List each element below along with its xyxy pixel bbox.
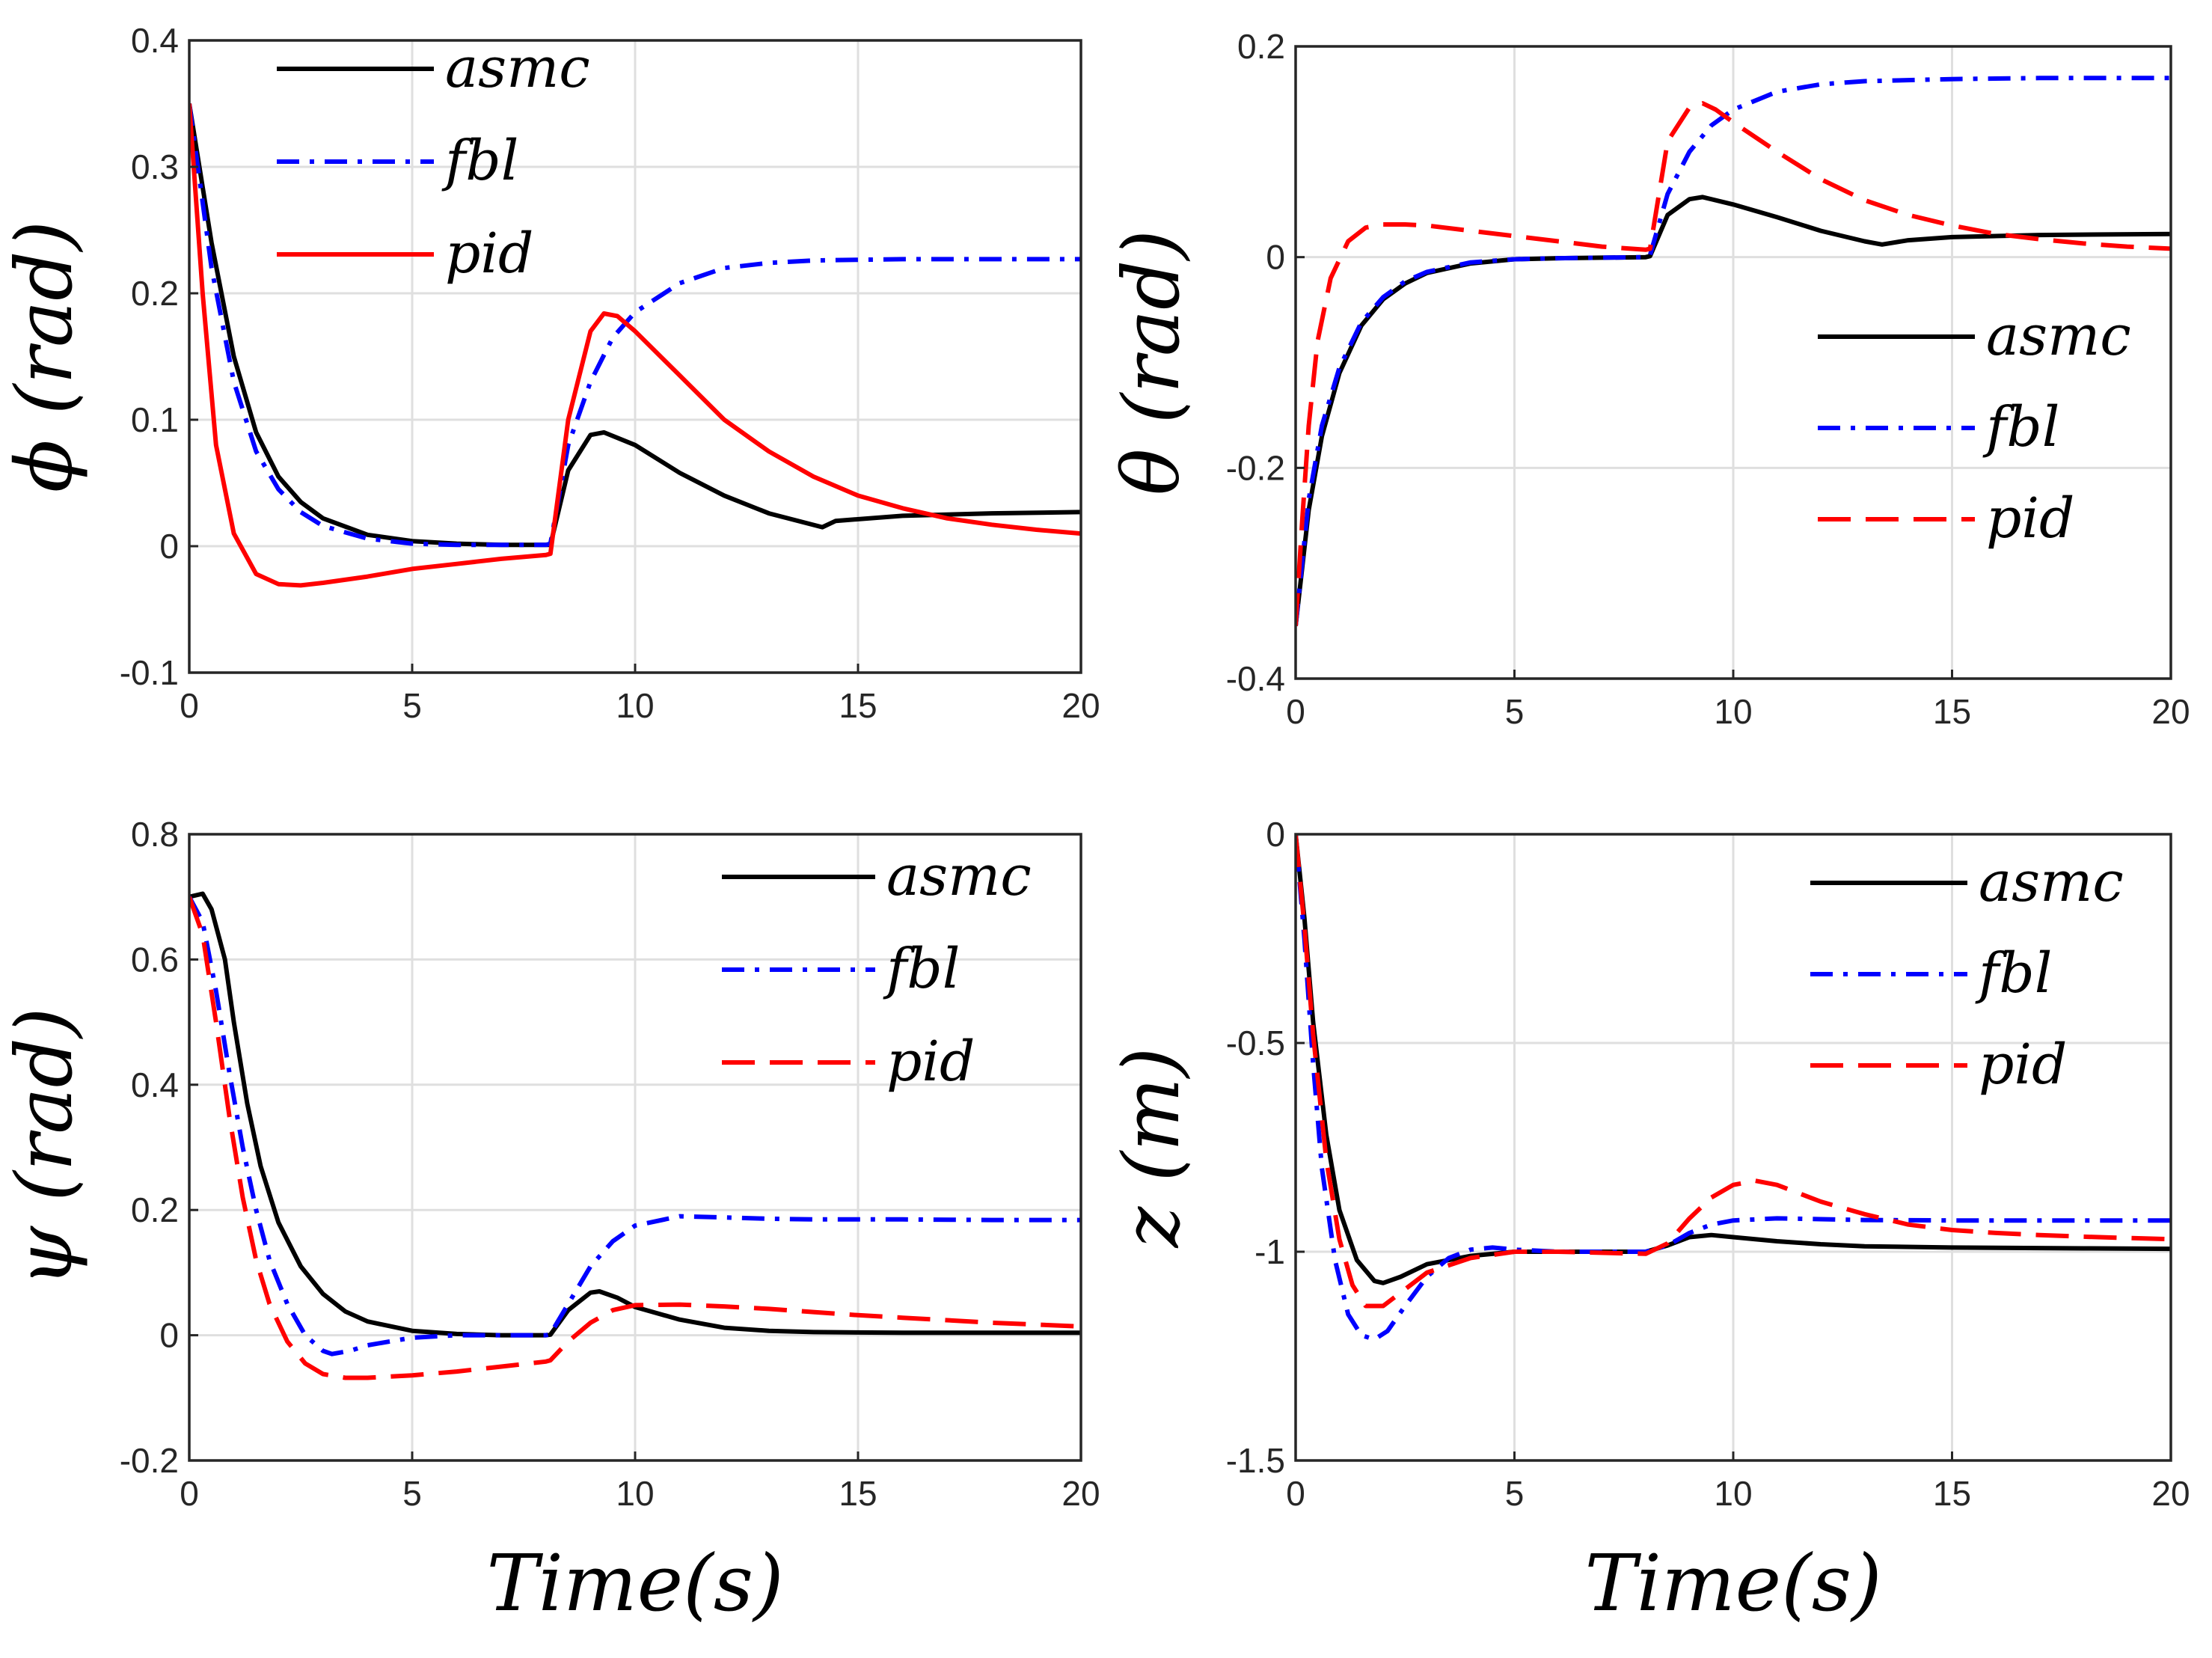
x-tick-label: 5 [402,686,422,725]
series-line-pid [1296,101,2171,626]
x-tick-label: 15 [839,1474,877,1513]
y-tick-label: -1.5 [1226,1441,1285,1480]
x-tick-label: 20 [2151,1474,2190,1513]
x-tick-label: 20 [1061,1474,1100,1513]
legend-label-pid: pid [1979,1033,2067,1097]
x-tick-label: 0 [1286,1474,1305,1513]
chart-panel-theta: 0 5 10 15 20 -0.4 -0.2 0 0.2 θ (rad) asmc fbl pid [1106,27,2190,731]
y-tick-label: 0.6 [131,940,179,979]
series-group [189,103,1081,588]
x-tick-label: 10 [1714,1474,1752,1513]
y-tick-label: -1 [1254,1232,1285,1271]
x-tick-label: 15 [1933,1474,1971,1513]
x-tick-label: 10 [616,686,654,725]
legend-label-fbl: fbl [441,129,518,193]
legend: asmc fbl pid [1818,304,2131,551]
y-tick-label: -0.4 [1226,659,1285,698]
x-tick-label: 15 [839,686,877,725]
legend-label-pid: pid [886,1030,975,1094]
y-axis-label: θ (rad) [1106,230,1197,495]
y-tick-label: 0.4 [131,21,179,60]
legend-label-pid: pid [445,221,533,286]
y-tick-label: 0 [159,1316,179,1355]
y-tick-label: -0.5 [1226,1024,1285,1062]
y-tick-label: -0.1 [120,653,179,692]
x-tick-label: 5 [402,1474,422,1513]
series-line-fbl [1296,76,2171,626]
legend-label-fbl: fbl [1975,941,2052,1006]
series-line-asmc [1296,195,2171,626]
y-tick-label: -0.2 [1226,448,1285,487]
y-tick-label: 0.2 [131,274,179,313]
series-line-pid [1296,834,2171,1309]
legend: asmc fbl pid [277,36,590,286]
series-group [1296,834,2171,1342]
x-tick-label: 10 [1714,692,1752,731]
series-line-pid [189,896,1081,1380]
legend-label-asmc: asmc [1979,850,2124,914]
x-axis-label: Time(s) [1584,1538,1881,1629]
legend-label-fbl: fbl [1982,395,2059,459]
series-group [1296,76,2171,626]
y-axis-label: z (m) [1106,1047,1197,1249]
x-tick-label: 10 [616,1474,654,1513]
x-axis-label: Time(s) [486,1538,783,1629]
series-group [189,891,1081,1380]
y-tick-label: 0.4 [131,1065,179,1104]
y-tick-label: -0.2 [120,1441,179,1480]
y-axis-label: ψ (rad) [0,1007,90,1287]
x-tick-label: 5 [1505,692,1525,731]
legend-label-pid: pid [1986,486,2074,551]
series-line-asmc [189,891,1081,1338]
y-tick-label: 0 [1266,238,1285,277]
y-tick-label: 0.8 [131,815,179,854]
series-line-fbl [1296,834,2171,1342]
y-tick-label: 0.2 [131,1190,179,1229]
x-tick-label: 0 [180,1474,199,1513]
x-tick-label: 15 [1933,692,1971,731]
x-tick-label: 0 [180,686,199,725]
chart-panel-phi: 0 5 10 15 20-0.100.10.20.30.4ϕ (rad)asmcfblp… [0,21,1100,725]
y-tick-label: 0.1 [131,400,179,439]
chart-panel-z: 0 5 10 15 20 -1.5 -1 -0.5 0 z (m) Time(s) asmc fbl pi… [1106,815,2190,1629]
y-tick-label: 0.2 [1237,27,1285,66]
x-tick-label: 20 [2151,692,2190,731]
x-tick-label: 0 [1286,692,1305,731]
legend: asmc fbl pid [722,844,1032,1094]
series-line-pid [189,103,1081,588]
legend-label-asmc: asmc [1986,304,2131,368]
y-axis-label: ϕ (rad) [0,221,90,492]
series-line-fbl [189,896,1081,1356]
y-tick-label: 0.3 [131,147,179,186]
legend-label-asmc: asmc [886,844,1032,908]
legend: asmc fbl pid [1810,850,2124,1097]
x-tick-label: 5 [1505,1474,1525,1513]
legend-label-fbl: fbl [883,937,960,1001]
y-tick-label: 0 [159,527,179,566]
y-tick-label: 0 [1266,815,1285,854]
chart-panel-psi: 0 5 10 15 20-0.200.20.40.60.8ψ (rad)Time(s)a… [0,815,1100,1629]
legend-label-asmc: asmc [445,36,590,100]
x-tick-label: 20 [1061,686,1100,725]
